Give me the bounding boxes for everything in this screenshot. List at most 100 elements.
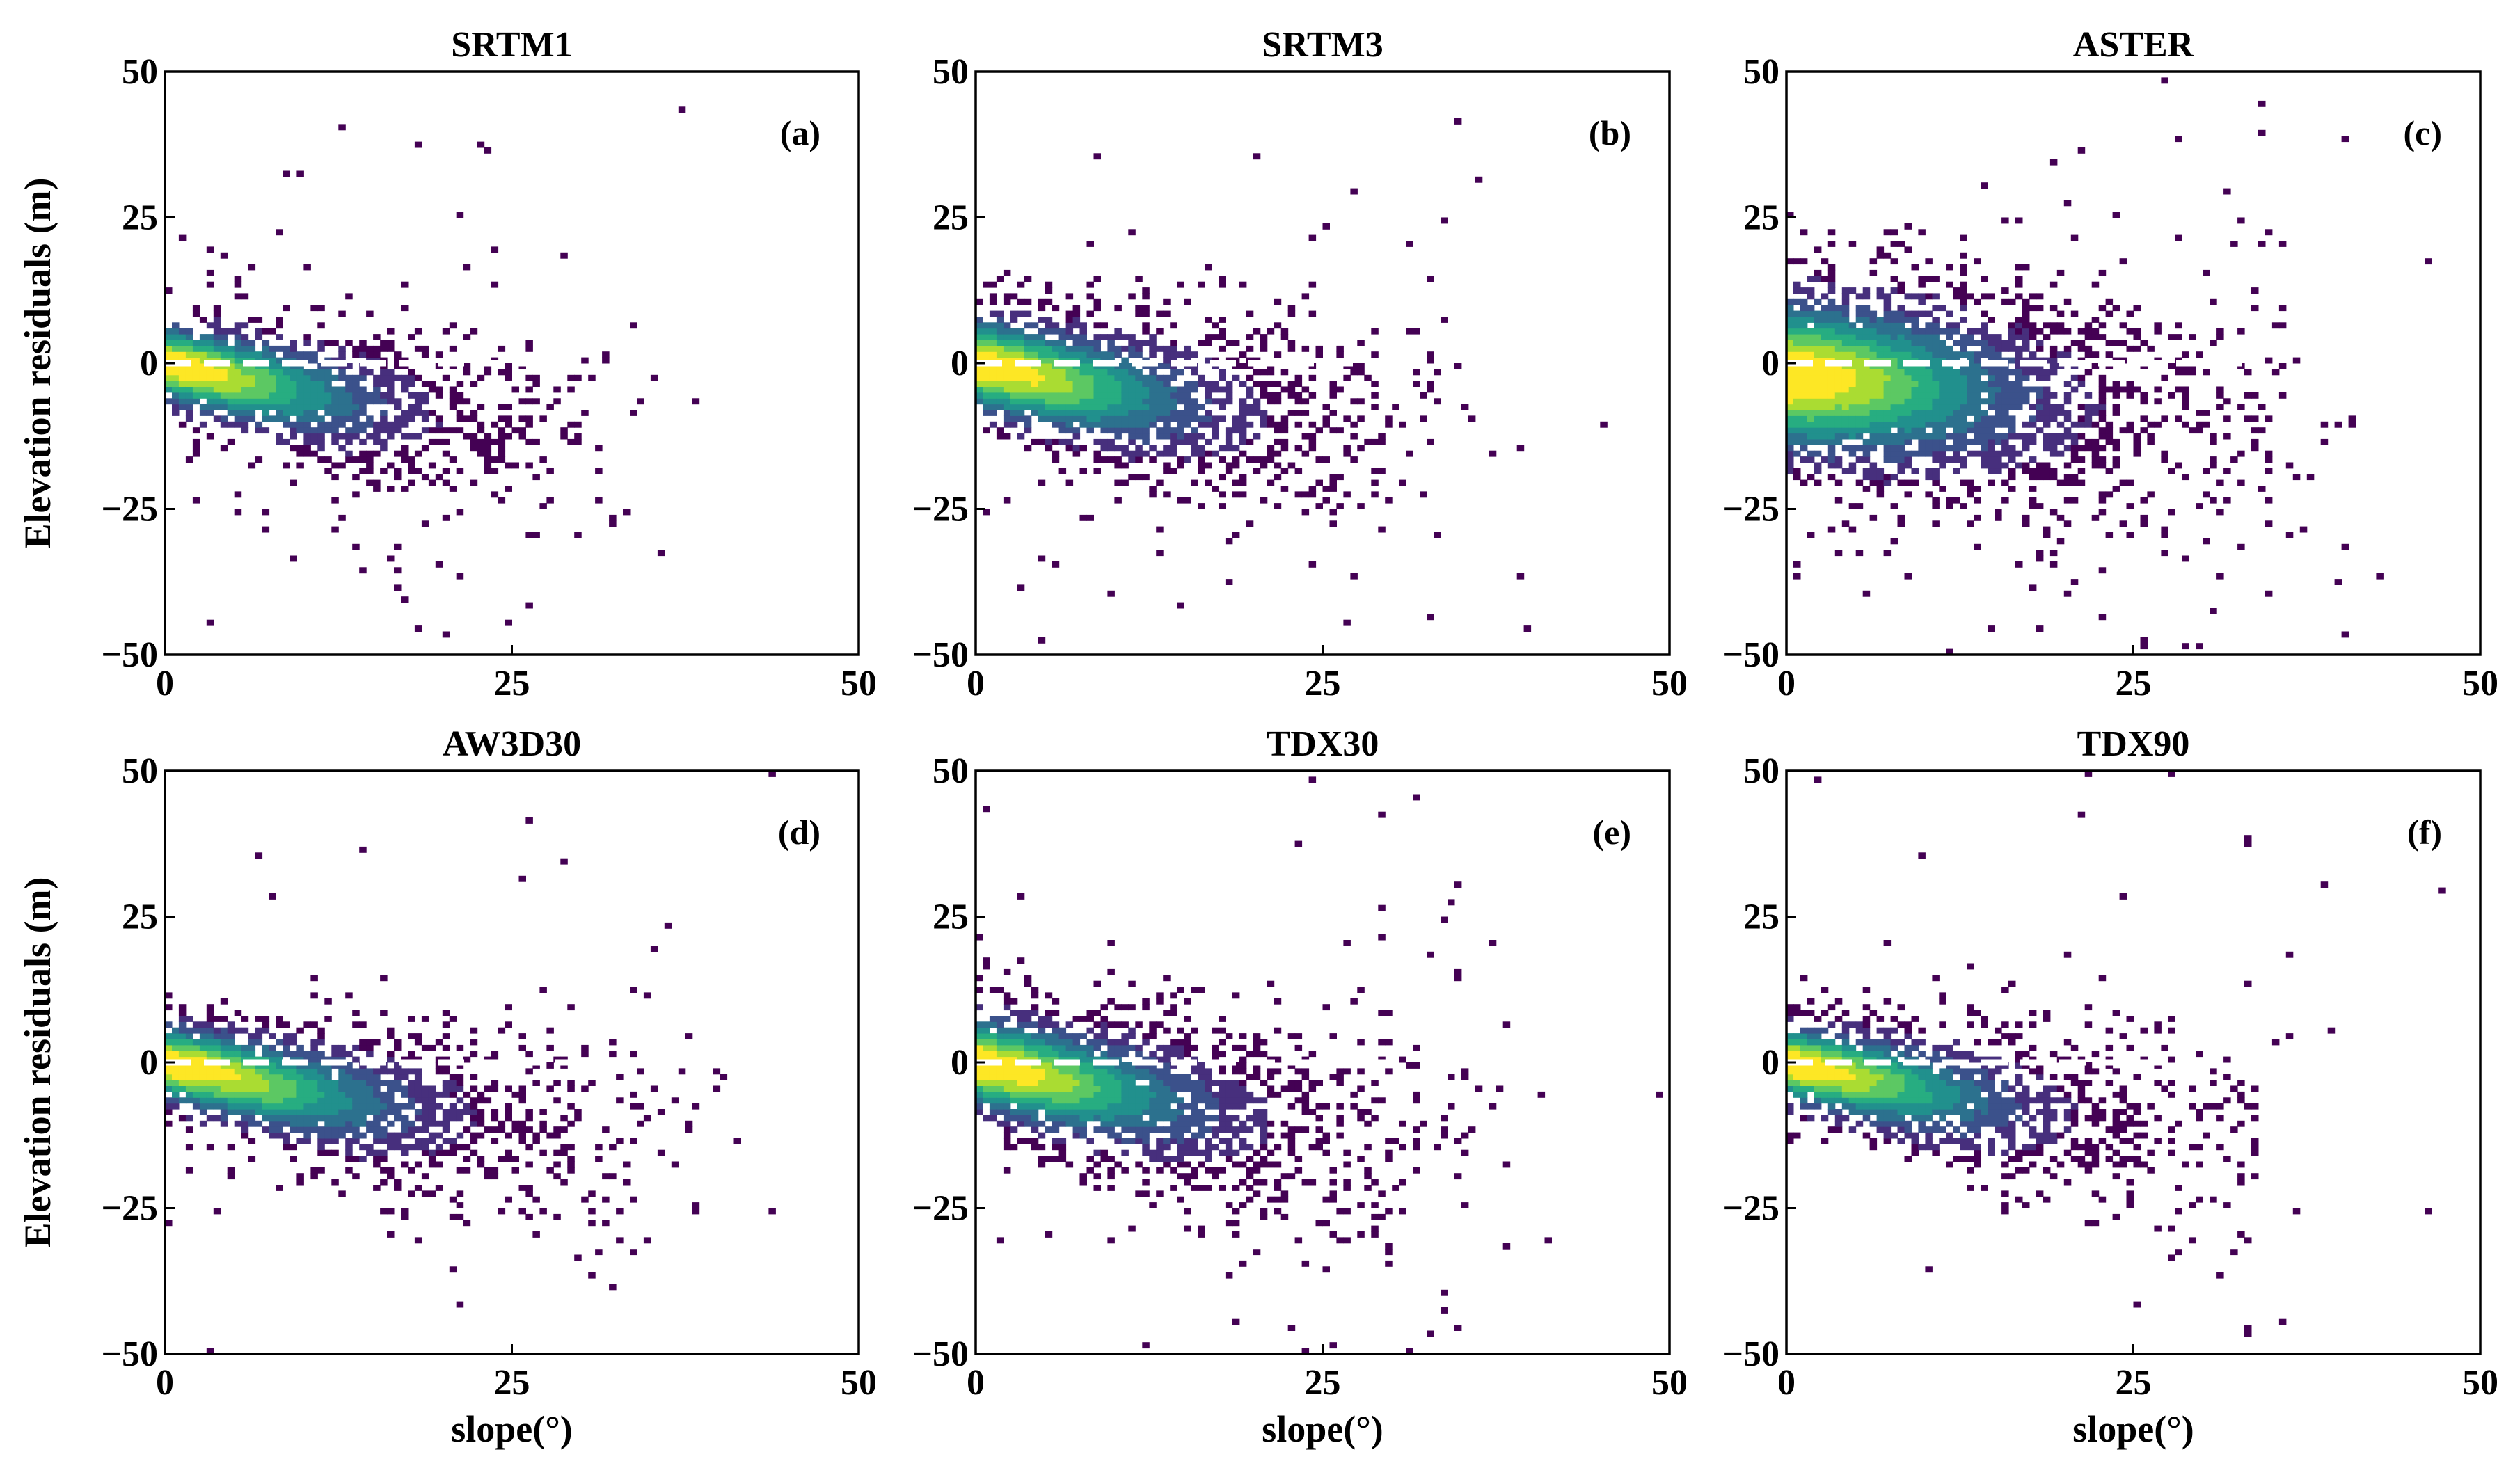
density-cell: [2335, 579, 2342, 585]
density-cell: [1891, 410, 1898, 416]
density-cell: [255, 381, 263, 387]
density-cell: [1246, 422, 1254, 428]
density-cell: [1149, 334, 1157, 340]
density-cell: [2015, 463, 2023, 469]
density-cell: [1066, 1162, 1074, 1168]
density-cell: [359, 1074, 367, 1080]
density-cell: [200, 392, 207, 399]
density-cell: [283, 375, 291, 381]
density-cell: [408, 1133, 415, 1139]
density-cell: [1821, 346, 1829, 352]
density-cell: [1101, 322, 1109, 328]
density-cell: [2043, 474, 2051, 480]
density-cell: [1842, 404, 1850, 410]
density-cell: [1891, 346, 1898, 352]
density-cell: [401, 375, 409, 381]
density-cell: [1163, 1109, 1171, 1115]
density-cell: [1045, 415, 1053, 422]
density-cell: [1295, 422, 1303, 428]
density-cell: [1170, 1115, 1177, 1121]
density-cell: [200, 1086, 207, 1092]
density-cell: [1912, 398, 1919, 404]
density-cell: [324, 1080, 332, 1086]
density-cell: [366, 351, 374, 358]
density-cell: [1045, 317, 1053, 323]
density-cell: [214, 340, 221, 346]
density-cell: [2001, 463, 2009, 469]
density-cell: [1842, 422, 1850, 428]
density-cell: [1004, 1062, 1011, 1069]
density-cell: [1856, 363, 1864, 369]
density-cell: [1184, 1208, 1191, 1215]
density-cell: [1239, 451, 1247, 457]
density-cell: [2008, 415, 2016, 422]
density-cell: [1967, 369, 1974, 375]
density-cell: [539, 1126, 547, 1133]
density-cell: [2106, 351, 2114, 358]
density-cell: [310, 427, 318, 433]
density-cell: [387, 340, 395, 346]
density-cell: [310, 1167, 318, 1174]
density-cell: [221, 998, 228, 1005]
density-cell: [512, 1092, 520, 1098]
density-cell: [338, 1126, 346, 1133]
density-cell: [1953, 351, 1960, 358]
density-cell: [276, 415, 284, 422]
density-cell: [1142, 422, 1150, 428]
density-cell: [2161, 77, 2168, 83]
density-cell: [290, 351, 298, 358]
density-cell: [1094, 1150, 1102, 1156]
density-cell: [1052, 381, 1060, 387]
density-cell: [283, 415, 291, 422]
x-tick-label: 0: [967, 664, 985, 703]
density-cell: [1121, 363, 1129, 369]
density-cell: [317, 1039, 325, 1046]
density-cell: [179, 1068, 187, 1074]
density-cell: [276, 439, 284, 445]
density-cell: [1863, 456, 1871, 463]
density-cell: [1274, 299, 1282, 305]
density-cell: [1960, 503, 1967, 509]
density-cell: [1967, 293, 1974, 299]
density-cell: [1212, 1051, 1219, 1057]
density-cell: [1142, 1039, 1150, 1046]
density-cell: [303, 1021, 311, 1028]
density-cell: [1087, 1045, 1095, 1051]
density-cell: [255, 398, 263, 404]
density-cell: [262, 427, 270, 433]
density-cell: [1898, 340, 1905, 346]
density-cell: [1080, 1045, 1088, 1051]
density-cell: [1863, 322, 1871, 328]
density-cell: [457, 1202, 464, 1208]
density-cell: [214, 387, 221, 393]
density-cell: [990, 1097, 997, 1103]
density-cell: [248, 1115, 256, 1121]
density-cell: [1821, 398, 1829, 404]
density-cell: [1988, 387, 1995, 393]
density-cell: [1066, 445, 1074, 451]
density-cell: [228, 404, 235, 410]
density-cell: [422, 427, 429, 433]
density-cell: [1295, 491, 1303, 497]
density-cell: [2293, 474, 2301, 480]
density-cell: [1205, 1080, 1212, 1086]
density-cell: [1988, 468, 1995, 474]
density-cell: [387, 486, 395, 492]
density-cell: [1427, 276, 1434, 282]
density-cell: [1302, 398, 1310, 404]
density-cell: [1870, 375, 1878, 381]
density-cell: [352, 1173, 360, 1179]
density-cell: [990, 334, 997, 340]
density-cell: [463, 1103, 471, 1110]
density-cell: [1870, 433, 1878, 440]
density-cell: [366, 1150, 374, 1156]
density-cell: [1925, 433, 1933, 440]
density-cell: [1226, 381, 1233, 387]
density-cell: [1059, 427, 1067, 433]
density-cell: [200, 340, 207, 346]
density-cell: [1898, 480, 1905, 486]
density-cell: [1052, 561, 1060, 568]
density-cell: [484, 1173, 492, 1179]
density-cell: [221, 381, 228, 387]
density-cell: [2265, 591, 2273, 597]
